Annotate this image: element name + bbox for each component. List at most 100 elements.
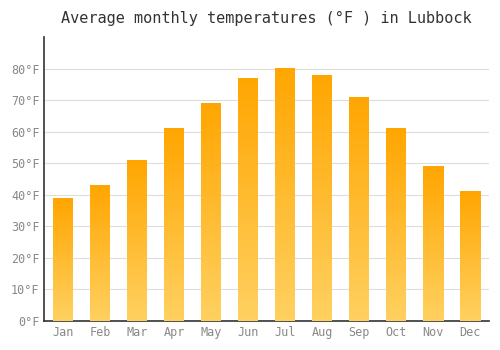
Bar <box>275 76 295 79</box>
Bar <box>53 219 73 220</box>
Bar <box>460 295 480 296</box>
Bar <box>275 253 295 256</box>
Bar <box>312 240 332 242</box>
Bar <box>349 303 370 305</box>
Bar <box>127 205 147 207</box>
Bar <box>349 276 370 279</box>
Bar <box>349 287 370 290</box>
Bar <box>127 166 147 168</box>
Bar <box>386 159 406 161</box>
Bar <box>460 307 480 308</box>
Bar <box>386 152 406 154</box>
Bar <box>275 222 295 225</box>
Bar <box>90 281 110 283</box>
Bar <box>423 306 444 307</box>
Bar <box>90 207 110 208</box>
Bar <box>386 267 406 269</box>
Bar <box>201 168 222 171</box>
Bar <box>164 215 184 217</box>
Bar <box>127 245 147 247</box>
Bar <box>423 233 444 234</box>
Bar <box>386 311 406 313</box>
Bar <box>90 258 110 260</box>
Bar <box>423 293 444 295</box>
Bar <box>386 219 406 221</box>
Bar <box>127 260 147 261</box>
Bar <box>312 97 332 99</box>
Bar <box>312 289 332 292</box>
Bar <box>53 200 73 202</box>
Bar <box>238 144 258 146</box>
Bar <box>127 170 147 172</box>
Bar <box>127 270 147 271</box>
Bar <box>238 182 258 185</box>
Bar <box>201 260 222 262</box>
Bar <box>238 107 258 110</box>
Bar <box>53 309 73 310</box>
Bar <box>275 313 295 316</box>
Bar <box>423 216 444 217</box>
Bar <box>275 301 295 303</box>
Bar <box>460 254 480 255</box>
Bar <box>201 319 222 321</box>
Bar <box>127 292 147 294</box>
Bar <box>90 315 110 317</box>
Bar <box>349 218 370 220</box>
Bar <box>423 226 444 228</box>
Bar <box>201 132 222 134</box>
Bar <box>201 223 222 225</box>
Bar <box>460 303 480 304</box>
Bar <box>238 92 258 95</box>
Bar <box>460 230 480 232</box>
Bar <box>90 241 110 242</box>
Bar <box>201 264 222 267</box>
Bar <box>90 254 110 256</box>
Bar <box>238 233 258 236</box>
Bar <box>349 265 370 267</box>
Bar <box>386 173 406 175</box>
Bar <box>312 301 332 304</box>
Bar <box>90 229 110 230</box>
Bar <box>53 278 73 279</box>
Bar <box>53 264 73 266</box>
Bar <box>201 129 222 132</box>
Bar <box>127 162 147 163</box>
Bar <box>164 167 184 169</box>
Bar <box>275 205 295 208</box>
Bar <box>238 129 258 132</box>
Bar <box>423 318 444 320</box>
Bar <box>201 256 222 258</box>
Bar <box>238 275 258 277</box>
Bar <box>53 228 73 229</box>
Bar <box>386 225 406 227</box>
Bar <box>127 171 147 173</box>
Bar <box>164 161 184 163</box>
Bar <box>386 290 406 292</box>
Bar <box>201 197 222 199</box>
Bar <box>164 149 184 152</box>
Bar <box>201 166 222 169</box>
Bar <box>90 275 110 276</box>
Bar <box>238 102 258 105</box>
Bar <box>275 104 295 106</box>
Bar <box>90 196 110 197</box>
Bar <box>164 288 184 290</box>
Bar <box>201 210 222 212</box>
Bar <box>201 271 222 273</box>
Bar <box>90 237 110 238</box>
Bar <box>90 269 110 271</box>
Bar <box>386 180 406 182</box>
Bar <box>53 273 73 274</box>
Bar <box>275 215 295 217</box>
Bar <box>275 192 295 195</box>
Bar <box>386 284 406 286</box>
Bar <box>90 260 110 261</box>
Bar <box>312 114 332 117</box>
Bar <box>238 296 258 299</box>
Bar <box>423 239 444 240</box>
Bar <box>349 233 370 236</box>
Bar <box>460 318 480 320</box>
Bar <box>53 288 73 289</box>
Bar <box>460 217 480 219</box>
Bar <box>201 105 222 108</box>
